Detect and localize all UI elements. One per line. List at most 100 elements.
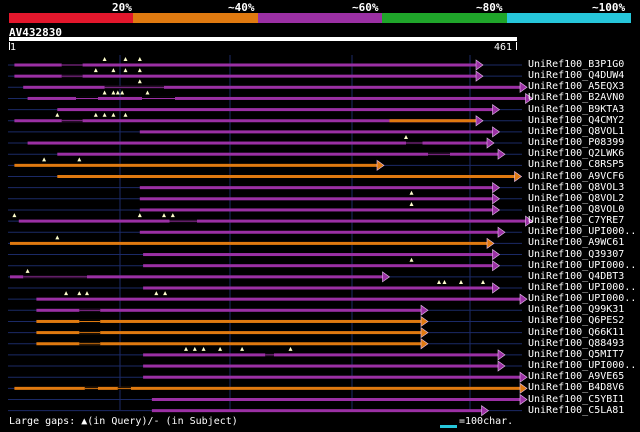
hit-label[interactable]: UniRef100_B4D8V6 [528, 382, 625, 394]
hit-track[interactable] [14, 157, 385, 171]
hit-track[interactable] [12, 213, 534, 227]
hit-label[interactable]: UniRef100_UPI000.. [528, 293, 637, 305]
hit-label[interactable]: UniRef100_UPI000.. [528, 282, 637, 293]
hit-bar-tail [389, 119, 477, 123]
hit-label[interactable]: UniRef100_Q88493 [528, 337, 625, 349]
hit-track[interactable] [139, 190, 501, 205]
hit-track[interactable] [57, 148, 506, 160]
hit-label[interactable]: UniRef100_Q39307 [528, 248, 625, 260]
query-gap-marker [102, 57, 107, 61]
hit-label[interactable]: UniRef100_C7YRE7 [528, 215, 625, 227]
hit-label[interactable]: UniRef100_Q8VOL1 [528, 125, 625, 137]
identity-color-scale [9, 13, 632, 23]
query-gap-marker [85, 291, 89, 296]
hit-label[interactable]: UniRef100_Q8VOL3 [528, 181, 625, 193]
hit-label[interactable]: UniRef100_C8RSP5 [528, 159, 625, 171]
hit-arrow-head [519, 382, 528, 394]
hit-track[interactable] [14, 112, 484, 127]
hit-arrow-head [492, 193, 501, 205]
query-gap-marker [77, 291, 82, 296]
hit-label[interactable]: UniRef100_Q2LWK6 [528, 148, 625, 160]
hit-track[interactable] [36, 291, 528, 305]
hit-track[interactable] [139, 201, 501, 216]
hit-track[interactable] [14, 68, 484, 82]
hit-label[interactable]: UniRef100_UPI000.. [528, 360, 637, 372]
hit-label[interactable]: UniRef100_P08399 [528, 137, 625, 149]
hit-label[interactable]: UniRef100_Q4DUW4 [528, 70, 625, 82]
hit-track[interactable] [139, 182, 501, 194]
hit-label[interactable]: UniRef100_B2AVN0 [528, 92, 625, 104]
hit-arrow-head [519, 393, 528, 406]
query-gap-marker [162, 213, 166, 218]
hit-label[interactable]: UniRef100_Q66K11 [528, 326, 625, 338]
query-gap-marker [137, 68, 142, 73]
query-gap-marker [77, 157, 82, 162]
hit-label[interactable]: UniRef100_C5LA81 [528, 404, 625, 416]
query-gap-marker [442, 280, 447, 284]
hit-track[interactable] [151, 393, 528, 406]
hit-bar [143, 375, 521, 379]
hit-track[interactable] [36, 327, 429, 339]
hit-track[interactable] [36, 338, 429, 350]
hit-track[interactable] [36, 315, 429, 328]
hit-label[interactable]: UniRef100_A9WC61 [528, 237, 625, 249]
hit-arrow-head [492, 260, 501, 272]
hit-label[interactable]: UniRef100_Q4DBT3 [528, 270, 625, 282]
hit-track[interactable] [57, 170, 523, 183]
hit-track[interactable] [143, 371, 528, 383]
query-start-pos: 1 [10, 42, 17, 53]
query-gap-marker [404, 135, 408, 140]
query-end-pos: 461 [494, 42, 513, 53]
hit-track[interactable] [27, 90, 534, 105]
hit-arrow-head [492, 282, 501, 294]
hit-bar [151, 398, 521, 401]
hit-label[interactable]: UniRef100_Q99K31 [528, 304, 625, 316]
hit-label[interactable]: UniRef100_C5YBI1 [528, 393, 625, 405]
hit-arrow-head [519, 81, 528, 93]
hit-label[interactable]: UniRef100_Q5MIT7 [528, 348, 625, 360]
query-gap-marker [184, 346, 188, 351]
hit-track[interactable] [14, 382, 528, 394]
hit-track[interactable] [36, 304, 429, 316]
hit-label[interactable]: UniRef100_Q4CMY2 [528, 114, 625, 126]
hit-bar [143, 364, 499, 368]
query-gap-marker [437, 280, 441, 284]
hit-track[interactable] [143, 280, 501, 294]
hit-label[interactable]: UniRef100_B9KTA3 [528, 103, 625, 115]
hit-track[interactable] [57, 104, 501, 116]
query-gap-marker [137, 57, 142, 61]
hit-track[interactable] [143, 360, 506, 372]
hit-track[interactable] [23, 79, 528, 93]
scale-seg-orange [133, 13, 258, 23]
hit-label[interactable]: UniRef100_A9VE65 [528, 371, 625, 383]
query-gap-marker [111, 68, 116, 73]
hit-label[interactable]: UniRef100_B3P1G0 [528, 59, 625, 70]
hit-track[interactable] [10, 268, 391, 283]
pct-label-100: ~100% [592, 1, 626, 14]
hit-track[interactable] [27, 135, 495, 149]
query-bar [9, 37, 517, 41]
hit-track[interactable] [139, 226, 506, 238]
hit-bar [57, 152, 500, 156]
hit-bar [14, 163, 379, 167]
hit-arrow-head [497, 148, 506, 160]
pct-label-40: ~40% [228, 1, 255, 14]
hit-label[interactable]: UniRef100_Q8VOL2 [528, 192, 625, 204]
hit-track[interactable] [139, 126, 501, 138]
hit-track[interactable] [143, 346, 506, 361]
hit-label[interactable]: UniRef100_UPI000.. [528, 259, 637, 271]
hit-track[interactable] [14, 57, 484, 71]
hit-label[interactable]: UniRef100_A5EQX3 [528, 81, 625, 93]
hit-track[interactable] [10, 235, 495, 249]
hit-label[interactable]: UniRef100_UPI000.. [528, 226, 637, 238]
hit-track[interactable] [151, 405, 490, 417]
hit-label[interactable]: UniRef100_A9VCF6 [528, 170, 625, 182]
hit-arrow-head [486, 137, 495, 149]
hit-track[interactable] [143, 248, 501, 261]
query-gap-marker [120, 90, 125, 95]
hit-label[interactable]: UniRef100_Q8VOL0 [528, 203, 625, 215]
hit-label[interactable]: UniRef100_Q6PES2 [528, 315, 625, 327]
hit-track[interactable] [143, 257, 501, 272]
hit-arrow-head [492, 248, 501, 261]
